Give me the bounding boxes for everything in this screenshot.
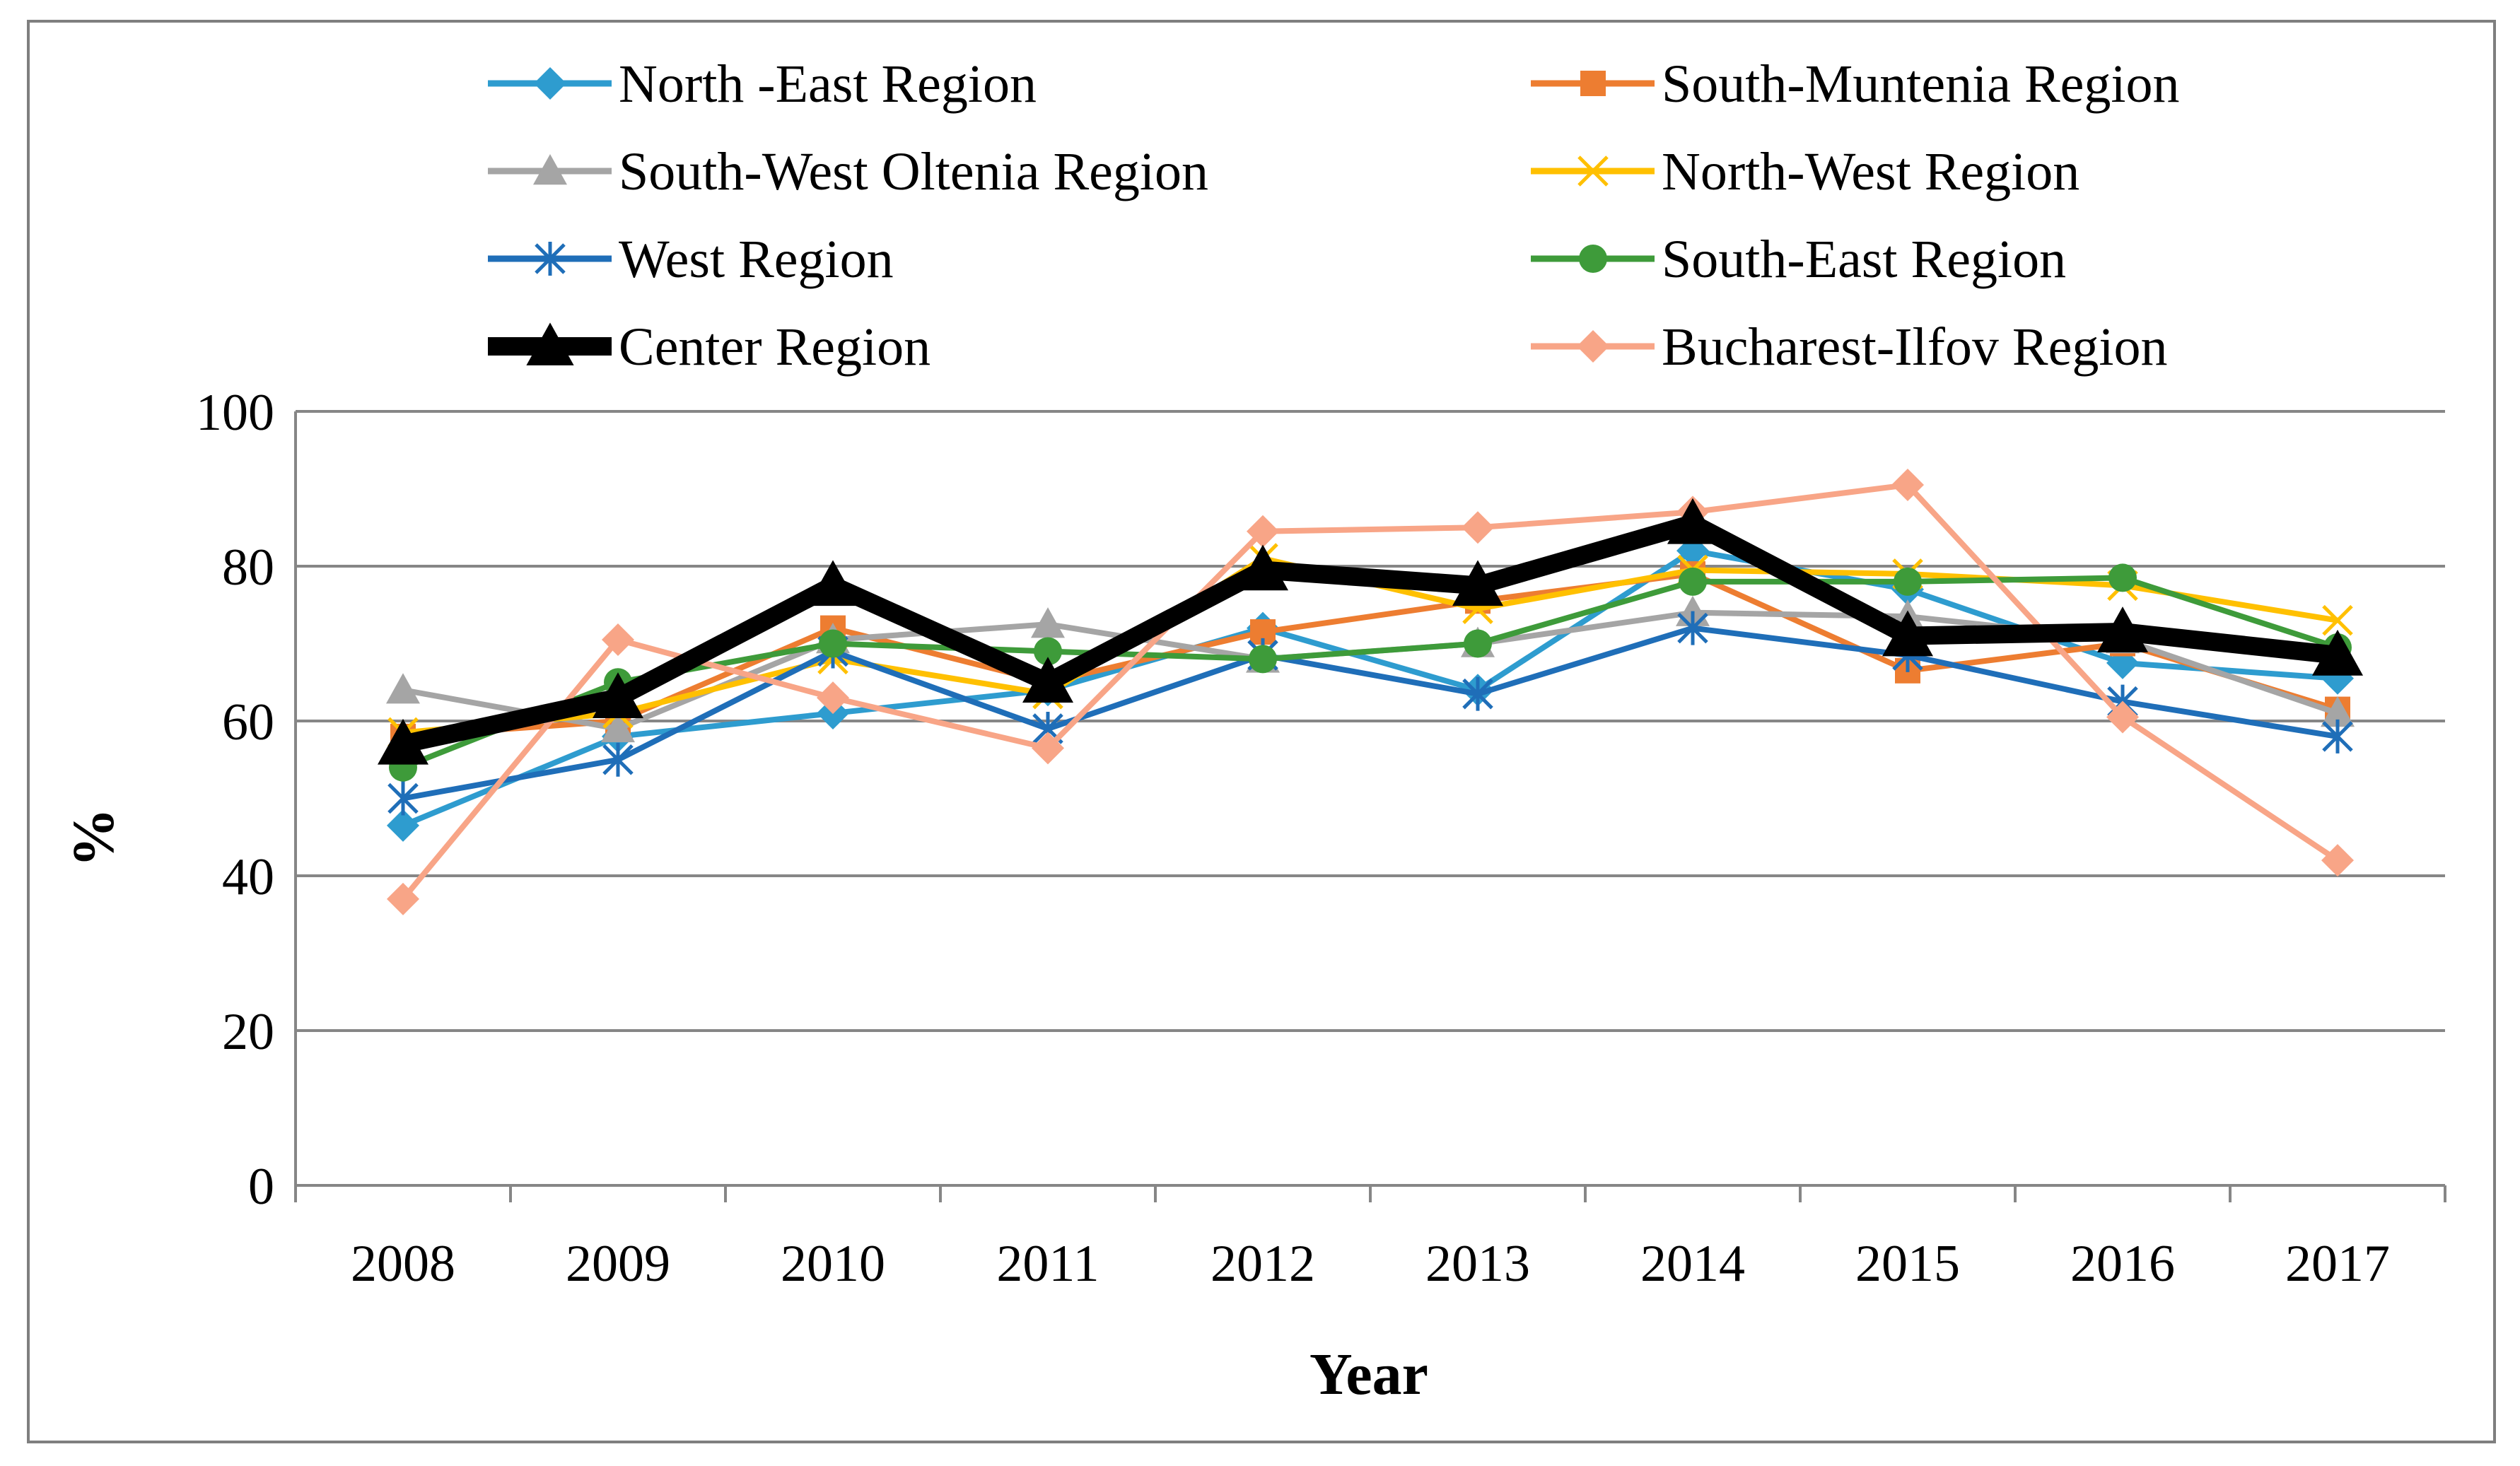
legend-item-south-west-oltenia-region: South-West Oltenia Region — [488, 142, 1208, 201]
data-point-marker — [1462, 511, 1494, 544]
data-point-marker — [2108, 563, 2137, 592]
legend-label: South-Muntenia Region — [1662, 54, 2180, 114]
x-tick-label: 2012 — [1211, 1235, 1315, 1293]
x-tick-label: 2008 — [351, 1235, 455, 1293]
data-point-marker — [593, 672, 643, 718]
legend: North -East Region South-Muntenia Region S… — [488, 54, 2180, 377]
data-point-marker — [807, 560, 858, 606]
y-tick-label: 40 — [222, 848, 274, 906]
data-point-marker — [2312, 629, 2363, 676]
x-tick-label: 2014 — [1640, 1235, 1745, 1293]
legend-label: Center Region — [619, 317, 931, 377]
data-point-marker — [817, 681, 849, 715]
gridlines — [296, 410, 2445, 1032]
series-line — [402, 575, 2339, 770]
data-point-marker — [1022, 657, 1073, 703]
data-point-marker — [2321, 696, 2355, 727]
data-point-marker — [601, 711, 635, 743]
legend-label: West Region — [619, 230, 894, 289]
data-point-marker — [2322, 719, 2353, 753]
data-point-marker — [602, 742, 634, 777]
data-point-marker — [1677, 611, 1708, 645]
data-point-marker — [534, 67, 566, 100]
x-tick-label: 2010 — [781, 1235, 885, 1293]
legend-item-north-east-region: North -East Region — [488, 54, 1037, 114]
series-lines — [378, 469, 2363, 915]
x-tick-label: 2009 — [566, 1235, 670, 1293]
data-point-marker — [1894, 567, 1922, 596]
data-point-marker — [1032, 732, 1064, 765]
legend-item-bucharest-ilfov-region: Bucharest-Ilfov Region — [1531, 317, 2167, 377]
series-bucharest-ilfov-region — [387, 469, 2354, 915]
data-point-marker — [526, 322, 574, 365]
data-point-marker — [1882, 610, 1933, 657]
series-line — [401, 513, 2339, 753]
data-point-marker — [387, 882, 419, 915]
data-point-marker — [533, 154, 567, 185]
data-point-marker — [2097, 606, 2148, 652]
y-tick-label: 100 — [196, 384, 274, 442]
data-point-marker — [387, 809, 419, 842]
data-point-marker — [1580, 71, 1606, 96]
legend-label: Bucharest-Ilfov Region — [1662, 317, 2167, 377]
legend-item-south-muntenia-region: South-Muntenia Region — [1531, 54, 2180, 114]
x-axis-title: Year — [1309, 1342, 1428, 1407]
legend-item-south-east-region: South-East Region — [1531, 230, 2066, 289]
y-tick-label: 0 — [248, 1158, 274, 1216]
legend-item-west-region: West Region — [488, 230, 894, 289]
data-point-marker — [2106, 700, 2139, 734]
legend-label: North -East Region — [619, 54, 1037, 114]
legend-item-center-region: Center Region — [488, 317, 931, 377]
data-point-marker — [602, 623, 634, 657]
legend-label: North-West Region — [1662, 142, 2079, 201]
data-point-marker — [535, 242, 566, 276]
data-point-marker — [1031, 607, 1065, 638]
x-tick-label: 2013 — [1425, 1235, 1530, 1293]
data-point-marker — [819, 629, 847, 658]
data-point-marker — [1577, 330, 1609, 363]
data-point-marker — [1679, 567, 1707, 596]
data-point-marker — [1577, 156, 1609, 187]
data-point-marker — [1579, 245, 1607, 273]
x-tick-label: 2016 — [2070, 1235, 2175, 1293]
x-tick-label: 2011 — [996, 1235, 1099, 1293]
data-point-marker — [1891, 469, 1924, 502]
x-tick-label: 2015 — [1855, 1235, 1960, 1293]
axes: 0 20 40 60 80 100 2008 2009 2010 2011 2012 2013 2014… — [196, 384, 2446, 1293]
legend-item-north-west-region: North-West Region — [1531, 142, 2079, 201]
series-line — [402, 625, 2338, 802]
series-line — [400, 481, 2340, 901]
data-point-marker — [1034, 637, 1062, 666]
series-line — [402, 570, 2339, 739]
data-point-marker — [387, 781, 419, 816]
y-axis-title: % — [61, 808, 127, 867]
data-point-marker — [2322, 604, 2353, 636]
y-tick-label: 20 — [222, 1003, 274, 1061]
data-point-marker — [1247, 515, 1279, 548]
y-tick-label: 60 — [222, 693, 274, 751]
data-point-marker — [1464, 629, 1492, 658]
data-point-marker — [1462, 676, 1493, 711]
legend-label: South-West Oltenia Region — [619, 142, 1208, 201]
data-point-marker — [1667, 498, 1718, 544]
legend-label: South-East Region — [1662, 230, 2066, 289]
x-tick-label: 2017 — [2285, 1235, 2390, 1293]
data-point-marker — [386, 673, 420, 704]
data-point-marker — [2321, 844, 2354, 877]
data-point-marker — [1249, 645, 1277, 674]
data-point-marker — [1237, 544, 1288, 591]
data-point-marker — [1452, 560, 1503, 606]
y-tick-label: 80 — [222, 539, 274, 597]
series-center-region — [378, 498, 2363, 765]
data-point-marker — [378, 718, 428, 765]
